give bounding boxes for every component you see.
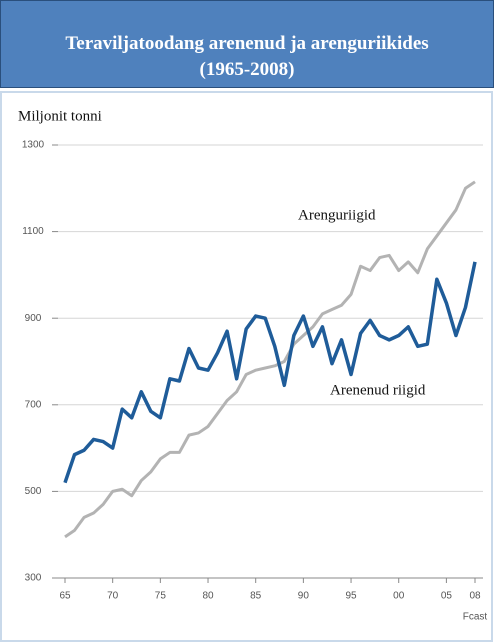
- y-tick-label: 1300: [22, 140, 45, 151]
- y-axis-label: Miljonit tonni: [18, 108, 102, 124]
- x-tick-label: 85: [250, 591, 262, 602]
- series-label: Arenguriigid: [298, 207, 376, 223]
- x-tick-label: 80: [202, 591, 214, 602]
- x-tick-label: 75: [155, 591, 167, 602]
- x-tick-label: 70: [107, 591, 119, 602]
- y-tick-label: 1100: [22, 226, 44, 237]
- line-series: [64, 180, 476, 539]
- line-series: [63, 261, 477, 484]
- y-tick-label: 700: [25, 399, 42, 410]
- title-box: Teraviljatoodang arenenud ja arenguriiki…: [0, 0, 494, 88]
- y-tick-label: 500: [25, 486, 42, 497]
- chart-title: Teraviljatoodang arenenud ja arenguriiki…: [65, 33, 429, 80]
- y-tick-label: 900: [25, 313, 42, 324]
- x-note: Fcast: [463, 612, 488, 623]
- y-tick-label: 300: [25, 573, 42, 584]
- panel-border: [0, 91, 493, 642]
- x-tick-label: 95: [345, 591, 357, 602]
- x-tick-label: 90: [298, 591, 310, 602]
- x-tick-label: 00: [393, 591, 405, 602]
- series-label: Arenenud riigid: [330, 382, 426, 398]
- x-tick-label: 65: [59, 591, 71, 602]
- x-tick-label: 08: [469, 591, 481, 602]
- x-tick-label: 05: [441, 591, 453, 602]
